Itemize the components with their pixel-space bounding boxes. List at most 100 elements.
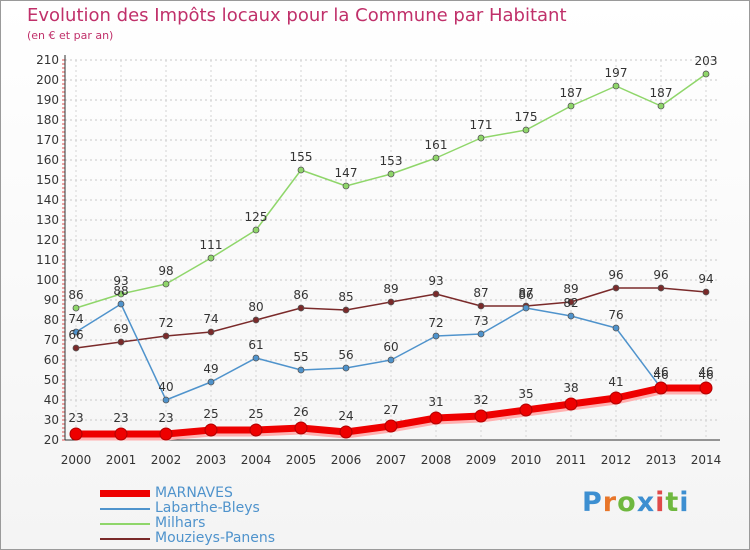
x-tick-label: 2012 [601, 453, 632, 467]
x-tick-label: 2001 [106, 453, 137, 467]
legend-label: Labarthe-Bleys [155, 500, 260, 516]
data-point [162, 332, 170, 340]
data-labels: 86 93 98 111 125 155 147 153 161 171 175 187 197 187 2… [68, 54, 717, 425]
data-point [612, 284, 620, 292]
legend-label: Milhars [155, 515, 206, 531]
data-point [477, 134, 485, 142]
data-point [654, 381, 668, 395]
data-label: 46 [653, 368, 668, 382]
y-tick-label: 80 [44, 313, 59, 327]
data-point [339, 425, 353, 439]
data-label: 26 [293, 405, 308, 419]
proxiti-logo: Proxiti [582, 487, 690, 518]
data-label: 31 [428, 395, 443, 409]
data-point [477, 302, 485, 310]
y-tick-label: 210 [36, 53, 59, 67]
data-label: 171 [470, 118, 493, 132]
data-label: 187 [650, 86, 673, 100]
data-point [699, 381, 713, 395]
data-label: 80 [248, 300, 263, 314]
data-point [297, 304, 305, 312]
data-point [387, 298, 395, 306]
data-label: 96 [608, 268, 623, 282]
data-point [567, 298, 575, 306]
data-label: 23 [158, 411, 173, 425]
data-label: 89 [563, 282, 578, 296]
data-point [432, 154, 440, 162]
data-point [612, 82, 620, 90]
x-tick-label: 2002 [151, 453, 182, 467]
x-tick-label: 2006 [331, 453, 362, 467]
legend-label: MARNAVES [155, 485, 233, 501]
data-point [207, 254, 215, 262]
data-label: 72 [158, 316, 173, 330]
data-label: 74 [203, 312, 218, 326]
data-point [159, 427, 173, 441]
data-label: 24 [338, 409, 353, 423]
logo-letter: i [655, 487, 666, 518]
data-label: 35 [518, 387, 533, 401]
x-tick-label: 2008 [421, 453, 452, 467]
data-label: 25 [203, 407, 218, 421]
data-point [117, 338, 125, 346]
data-point [342, 364, 350, 372]
data-point [522, 126, 530, 134]
data-point [612, 324, 620, 332]
y-tick-label: 60 [44, 353, 59, 367]
x-tick-label: 2010 [511, 453, 542, 467]
data-point [567, 102, 575, 110]
data-label: 49 [203, 362, 218, 376]
y-tick-label: 180 [36, 113, 59, 127]
data-label: 74 [68, 312, 83, 326]
data-point [252, 316, 260, 324]
data-label: 76 [608, 308, 623, 322]
logo-letter: o [617, 487, 637, 518]
y-tick-label: 150 [36, 173, 59, 187]
x-tick-label: 2004 [241, 453, 272, 467]
y-tick-label: 70 [44, 333, 59, 347]
data-point [702, 70, 710, 78]
data-point [564, 397, 578, 411]
x-tick-label: 2005 [286, 453, 317, 467]
data-label: 203 [695, 54, 718, 68]
data-label: 23 [113, 411, 128, 425]
x-tick-label: 2011 [556, 453, 587, 467]
data-label: 85 [338, 290, 353, 304]
y-tick-label: 200 [36, 73, 59, 87]
data-point [657, 284, 665, 292]
y-tick-label: 120 [36, 233, 59, 247]
data-point [117, 300, 125, 308]
logo-letter: t [665, 487, 680, 518]
data-point [117, 290, 125, 298]
data-point [204, 423, 218, 437]
data-label: 197 [605, 66, 628, 80]
data-label: 125 [245, 210, 268, 224]
data-label: 86 [68, 288, 83, 302]
data-label: 27 [383, 403, 398, 417]
data-label: 96 [653, 268, 668, 282]
x-tick-label: 2007 [376, 453, 407, 467]
y-tick-label: 130 [36, 213, 59, 227]
data-point [294, 421, 308, 435]
data-point [207, 378, 215, 386]
data-point [162, 280, 170, 288]
y-tick-label: 140 [36, 193, 59, 207]
y-tick-label: 30 [44, 413, 59, 427]
data-label: 46 [698, 365, 713, 379]
data-point [114, 427, 128, 441]
data-label: 175 [515, 110, 538, 124]
data-point [432, 332, 440, 340]
chart-subtitle: (en € et par an) [27, 29, 114, 42]
data-point [567, 312, 575, 320]
data-label: 41 [608, 375, 623, 389]
data-point [522, 304, 530, 312]
data-label: 153 [380, 154, 403, 168]
y-tick-label: 50 [44, 373, 59, 387]
data-label: 46 [653, 365, 668, 379]
data-label: 111 [200, 238, 223, 252]
data-point [162, 396, 170, 404]
y-tick-label: 110 [36, 253, 59, 267]
legend-swatch [100, 538, 150, 540]
data-point [69, 427, 83, 441]
